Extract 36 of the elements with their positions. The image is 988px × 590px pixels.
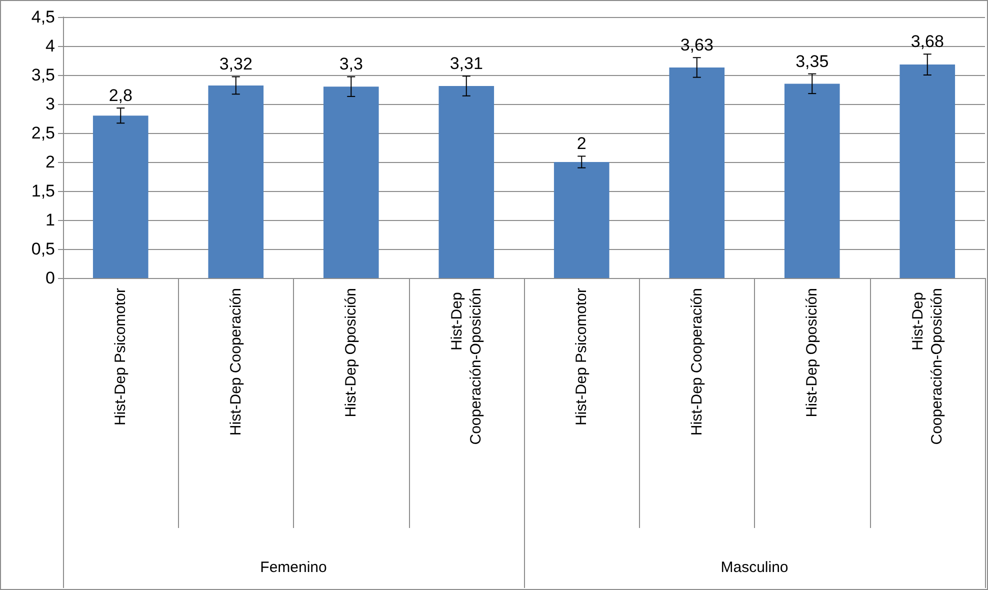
x-tick-label: Hist-Dep Psicomotor — [112, 288, 130, 426]
data-label: 3,35 — [796, 52, 829, 71]
data-label: 3,32 — [219, 54, 252, 74]
bar — [669, 67, 725, 278]
y-tick-label: 2 — [46, 152, 55, 172]
x-tick-label: Hist-Dep Cooperación — [227, 288, 244, 436]
y-tick-label: 1,5 — [31, 182, 55, 200]
bar — [900, 64, 956, 278]
text: Masculino — [720, 559, 788, 576]
data-label: 3,68 — [910, 32, 944, 52]
bar — [554, 162, 610, 278]
y-tick-label: 1 — [46, 210, 55, 230]
bar — [438, 86, 494, 278]
x-tick-label: Hist-Dep Oposición — [342, 288, 360, 418]
x-tick-label: Hist-Dep Cooperación — [688, 288, 706, 436]
data-label: 2,8 — [108, 86, 132, 106]
bar — [92, 116, 148, 278]
text: Femenino — [260, 559, 327, 576]
x-tick-label: Hist-Dep Cooperación-Oposición — [909, 288, 946, 445]
y-tick-label: 4 — [46, 36, 55, 56]
y-tick-label: 4,5 — [31, 8, 55, 26]
y-tick-label: 3,5 — [31, 66, 55, 84]
bar — [784, 84, 840, 278]
x-tick-label: Hist-Dep Psicomotor — [573, 288, 590, 426]
y-tick-label: 0 — [46, 268, 55, 288]
x-tick-label: Hist-Dep Oposición — [804, 288, 821, 418]
y-tick-label: 3 — [46, 94, 55, 114]
data-label: 3,63 — [680, 36, 714, 55]
bar — [208, 85, 264, 278]
x-tick-label: Hist-Dep Cooperación-Oposición — [448, 288, 484, 445]
data-label: 3,31 — [450, 54, 483, 74]
y-tick-label: 2,5 — [31, 124, 55, 142]
data-label: 3,3 — [339, 54, 363, 74]
y-tick-label: 0,5 — [31, 240, 55, 258]
data-label: 2 — [576, 134, 586, 154]
bar — [323, 86, 379, 278]
